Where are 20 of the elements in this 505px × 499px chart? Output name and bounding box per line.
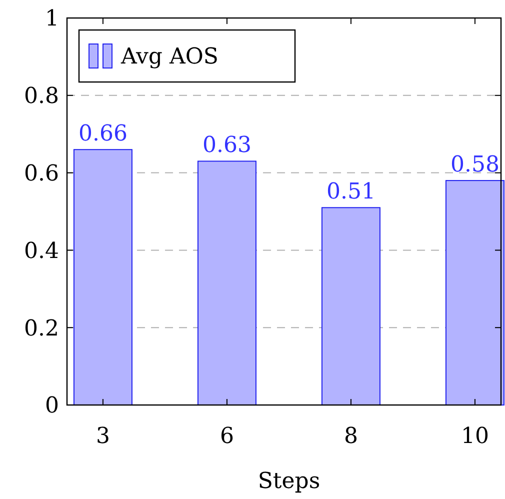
data-label: 0.63: [202, 133, 252, 158]
y-tick-label: 0.4: [24, 238, 59, 264]
y-tick-label: 0.2: [24, 316, 59, 342]
legend-label: Avg AOS: [120, 44, 218, 70]
x-tick-label: 8: [344, 424, 358, 449]
data-label: 0.66: [78, 122, 128, 147]
x-axis-title: Steps: [258, 469, 320, 494]
bar: [73, 149, 132, 406]
bar: [321, 207, 380, 406]
y-tick-label: 0.8: [24, 84, 59, 110]
y-tick-label: 0: [45, 394, 59, 419]
x-tick-label: 10: [460, 424, 489, 449]
x-tick-label: 6: [220, 424, 234, 449]
bar: [197, 160, 256, 406]
y-tick-label: 1: [45, 6, 59, 32]
bar: [445, 180, 504, 406]
data-label: 0.58: [450, 152, 500, 178]
y-tick-label: 0.6: [24, 162, 59, 186]
data-label: 0.51: [326, 180, 376, 205]
x-tick-label: 3: [96, 424, 110, 449]
